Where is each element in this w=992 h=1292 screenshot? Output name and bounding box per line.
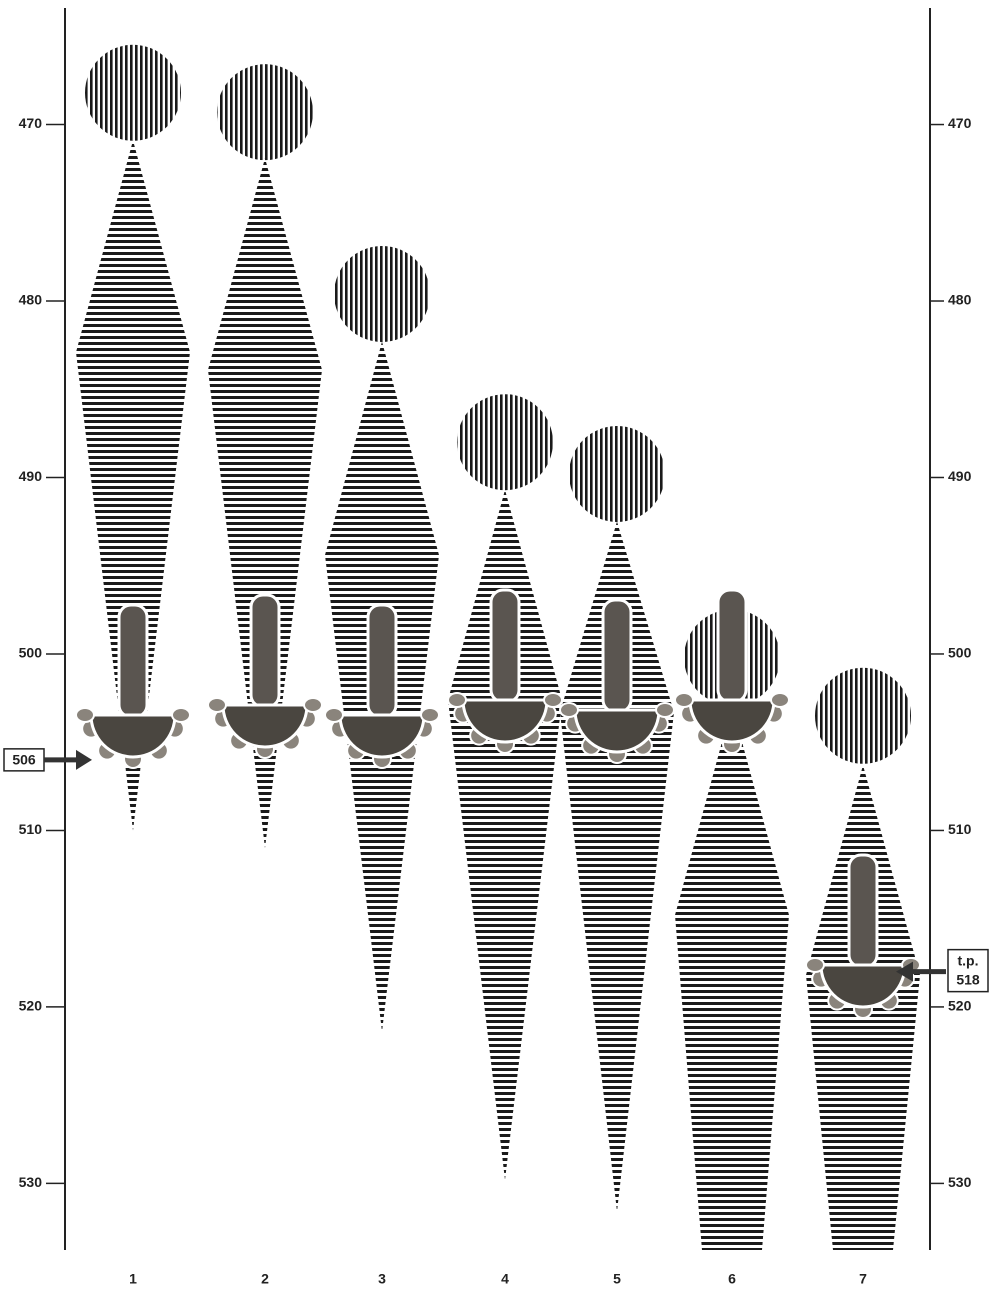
origin-circle — [457, 394, 553, 490]
brooch-knob — [675, 693, 693, 707]
y-tick-label: 500 — [19, 645, 43, 661]
x-tick-label: 2 — [261, 1271, 269, 1287]
y-tick-label: 520 — [19, 998, 43, 1014]
annotation-label: 518 — [956, 971, 980, 987]
y2-tick-label: 530 — [948, 1174, 972, 1190]
y2-tick-label: 470 — [948, 115, 972, 131]
brooch-knob — [806, 958, 824, 972]
brooch-knob — [544, 693, 562, 707]
brooch-knob — [656, 703, 674, 717]
brooch-knob — [560, 703, 578, 717]
brooch-bow — [718, 590, 746, 702]
brooch-knob — [172, 708, 190, 722]
x-tick-label: 3 — [378, 1271, 386, 1287]
annotation-arrowhead — [76, 750, 92, 770]
x-tick-label: 4 — [501, 1271, 509, 1287]
brooch-illustration — [76, 605, 190, 768]
brooch-knob — [421, 708, 439, 722]
y-tick-label: 510 — [19, 821, 43, 837]
chart: 470 470 480 480 490 490 500 500 510 510 520 520 530 5… — [0, 0, 992, 1292]
x-tick-label: 1 — [129, 1271, 137, 1287]
brooch-bow — [603, 600, 631, 712]
brooch-bow — [251, 595, 279, 707]
brooch-bow — [491, 590, 519, 702]
x-tick-label: 6 — [728, 1271, 736, 1287]
y-tick-label: 530 — [19, 1174, 43, 1190]
y2-tick-label: 510 — [948, 821, 972, 837]
brooch-knob — [448, 693, 466, 707]
origin-circle — [217, 64, 313, 160]
annotation-label: 506 — [12, 752, 36, 768]
y-tick-label: 480 — [19, 292, 43, 308]
origin-circle — [334, 246, 430, 342]
brooch-knob — [771, 693, 789, 707]
y2-tick-label: 500 — [948, 645, 972, 661]
brooch-knob — [208, 698, 226, 712]
origin-circle — [85, 45, 181, 141]
brooch-knob — [325, 708, 343, 722]
x-tick-label: 7 — [859, 1271, 867, 1287]
origin-circle — [569, 426, 665, 522]
brooch-bow — [368, 605, 396, 717]
brooch-knob — [304, 698, 322, 712]
x-tick-label: 5 — [613, 1271, 621, 1287]
y-tick-label: 490 — [19, 468, 43, 484]
y-tick-label: 470 — [19, 115, 43, 131]
origin-circle — [815, 668, 911, 764]
y2-tick-label: 480 — [948, 292, 972, 308]
annotation-prefix: t.p. — [958, 952, 979, 968]
range-diamond — [675, 705, 789, 1250]
brooch-illustration — [208, 595, 322, 758]
brooch-bow — [849, 855, 877, 967]
y2-tick-label: 490 — [948, 468, 972, 484]
brooch-bow — [119, 605, 147, 717]
brooch-knob — [76, 708, 94, 722]
y2-tick-label: 520 — [948, 998, 972, 1014]
